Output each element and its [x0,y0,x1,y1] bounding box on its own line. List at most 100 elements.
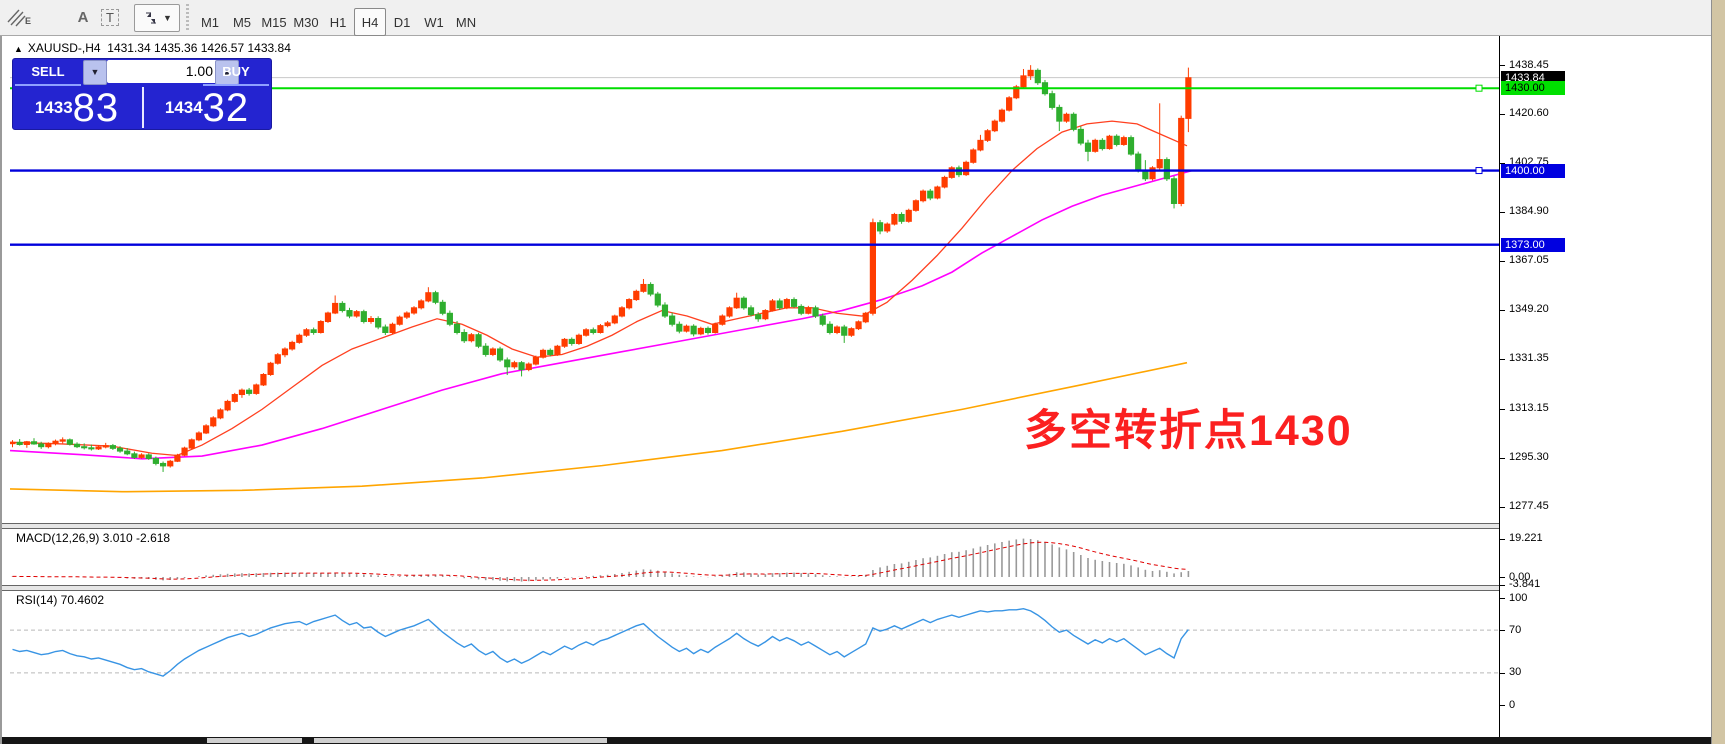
dual-arrows-icon [146,12,157,24]
chart-annotation-text: 多空转折点1430 [1024,407,1353,455]
candlestick-series [10,65,1192,472]
bottom-bar-segment[interactable] [314,738,607,743]
sell-price-small-digits: 1433 [34,98,73,117]
axis-tick [1500,538,1505,540]
axis-tick [1500,408,1505,410]
text-label-tool-button[interactable]: A [72,4,94,30]
moving-average-line [10,361,1188,493]
price-axis-label: 1384.90 [1509,205,1549,218]
axis-tick [1500,705,1505,706]
letter-a-icon: A [77,8,89,26]
price-badge: 1430.00 [1501,81,1565,96]
rsi-line [12,607,1189,677]
price-axis-label: 70 [1509,623,1522,636]
rsi-label: RSI(14) 70.4602 [16,593,105,607]
axis-tick [1500,162,1505,164]
line-anchor-handle[interactable] [1475,167,1483,175]
window-bottom-bar [2,737,1713,744]
timeframe-button-H4[interactable]: H4 [354,8,386,36]
price-axis-label: 1438.45 [1509,58,1549,71]
rsi-indicator-pane[interactable] [10,589,1499,717]
price-axis-label: 0.00 [1509,570,1531,583]
axis-tick [1500,672,1505,674]
timeframe-button-D1[interactable]: D1 [393,14,411,30]
buy-price-big-digits: 32 [202,86,250,130]
line-anchor-handle[interactable] [1475,84,1483,92]
price-axis-label: 1295.30 [1509,451,1549,464]
tool-glyph: E [24,16,31,26]
sell-price-big-digits: 83 [72,86,120,130]
close-value: 1433.84 [247,41,291,55]
boxed-t-icon: T [101,8,119,26]
collapse-triangle-icon[interactable]: ▲ [14,44,23,54]
price-axis-label: 1313.15 [1509,402,1549,415]
timeframe-button-M15[interactable]: M15 [261,14,287,30]
dropdown-caret-icon: ▼ [163,13,172,23]
timeframe-button-M5[interactable]: M5 [232,14,252,30]
axis-tick [1500,358,1505,360]
volume-input[interactable]: 1.00 [107,60,221,83]
pane-splitter[interactable] [2,523,1499,529]
chart-window: ▲ XAUUSD-,H4 1431.34 1435.36 1426.57 1433… [0,36,1714,744]
trade-panel-divider [142,87,144,128]
axis-tick [1500,457,1505,459]
axis-tick [1500,113,1505,115]
price-axis-label: 100 [1509,591,1528,604]
style-switch-tool-button[interactable]: ▼ [134,4,180,32]
symbol-timeframe-label: XAUUSD-,H4 [27,41,101,55]
axis-tick [1500,211,1505,213]
price-badge: 1373.00 [1501,237,1565,252]
price-axis-label: 1277.45 [1509,500,1549,513]
text-box-tool-button[interactable]: T [98,4,122,30]
high-value: 1435.36 [154,41,198,55]
timeframe-button-MN[interactable]: MN [455,14,477,30]
macd-label: MACD(12,26,9) 3.010 -2.618 [16,531,171,545]
timeframe-button-M30[interactable]: M30 [293,14,319,30]
price-axis-label: 1349.20 [1509,303,1549,316]
pane-splitter[interactable] [2,585,1499,591]
price-axis[interactable]: 1438.45 1420.60 1402.75 1384.90 1367.05 1349.… [1499,36,1714,737]
timeframe-button-H1[interactable]: H1 [329,14,347,30]
low-value: 1426.57 [200,41,245,55]
open-value: 1431.34 [107,41,151,55]
price-axis-label: -3.841 [1509,578,1541,591]
axis-tick [1500,260,1505,262]
moving-average-line [10,169,1193,460]
buy-price-display[interactable]: 143432 [143,86,271,130]
axis-tick [1500,65,1505,66]
axis-tick [1500,309,1505,311]
buy-price-small-digits: 1434 [164,98,203,117]
sell-price-display[interactable]: 143383 [13,86,141,130]
moving-average-line [10,120,1188,457]
axis-tick [1500,506,1505,508]
timeframe-strip: M1 M5 M15 M30 H1 H4 D1 W1 MN [194,0,482,36]
diagonal-lines-icon [7,9,26,27]
buy-button[interactable]: BUY [203,59,269,86]
chart-header: ▲ XAUUSD-,H4 1431.34 1435.36 1426.57 1433… [14,41,291,55]
price-axis-label: 30 [1509,666,1522,679]
macd-signal-line [12,541,1189,581]
toolbar-separator [186,4,189,30]
trade-panel-top-row: SELL ▼ 1.00 ▲ BUY [13,59,271,86]
right-panel-edge [1711,0,1725,744]
timeframe-button-W1[interactable]: W1 [424,14,444,30]
price-badge: 1400.00 [1501,163,1565,178]
price-axis-label: 1367.05 [1509,254,1549,267]
price-axis-label: 0 [1509,698,1516,711]
equidistant-lines-tool-button[interactable]: E [6,4,32,30]
one-click-trading-panel: SELL ▼ 1.00 ▲ BUY 143383 143432 [12,58,272,130]
axis-tick [1500,584,1505,586]
price-badge: 1433.84 [1501,70,1565,85]
axis-tick [1500,577,1505,578]
volume-decrease-button[interactable]: ▼ [83,60,107,85]
sell-button[interactable]: SELL [15,59,81,86]
bottom-bar-segment[interactable] [207,738,302,743]
timeframe-button-M1[interactable]: M1 [200,14,220,30]
axis-tick [1500,598,1505,599]
price-axis-label: 1331.35 [1509,352,1549,365]
axis-tick [1500,630,1505,632]
macd-indicator-pane[interactable] [10,527,1499,585]
volume-increase-button[interactable]: ▲ [215,60,239,85]
